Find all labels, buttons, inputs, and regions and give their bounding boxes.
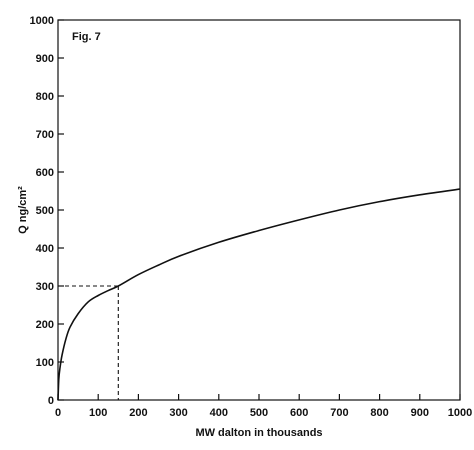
y-tick-label: 900 (36, 53, 54, 65)
x-tick-label: 400 (210, 407, 228, 419)
y-axis-ticks: 0 100 200 300 400 500 600 700 800 900 1000 (30, 15, 64, 407)
x-axis-title: MW dalton in thousands (195, 427, 322, 439)
x-tick-label: 0 (55, 407, 61, 419)
y-tick-label: 500 (36, 205, 54, 217)
y-tick-label: 600 (36, 167, 54, 179)
x-tick-label: 100 (89, 407, 107, 419)
series-line (57, 188, 461, 401)
x-tick-label: 600 (290, 407, 308, 419)
x-tick-label: 900 (411, 407, 429, 419)
reference-lines (58, 285, 119, 400)
y-tick-label: 300 (36, 281, 54, 293)
x-tick-label: 500 (250, 407, 268, 419)
y-tick-label: 0 (48, 395, 54, 407)
y-tick-label: 1000 (30, 15, 54, 27)
x-axis-ticks: 0 100 200 300 400 500 600 700 800 900 1000 (55, 394, 472, 419)
figure-label: Fig. 7 (72, 31, 101, 43)
x-tick-label: 300 (169, 407, 187, 419)
x-tick-label: 200 (129, 407, 147, 419)
y-tick-label: 100 (36, 357, 54, 369)
y-tick-label: 400 (36, 243, 54, 255)
y-axis-title: Q ng/cm² (17, 186, 29, 234)
y-tick-label: 200 (36, 319, 54, 331)
y-tick-label: 800 (36, 91, 54, 103)
x-tick-label: 700 (330, 407, 348, 419)
x-tick-label: 800 (370, 407, 388, 419)
x-tick-label: 1000 (448, 407, 472, 419)
y-tick-label: 700 (36, 129, 54, 141)
